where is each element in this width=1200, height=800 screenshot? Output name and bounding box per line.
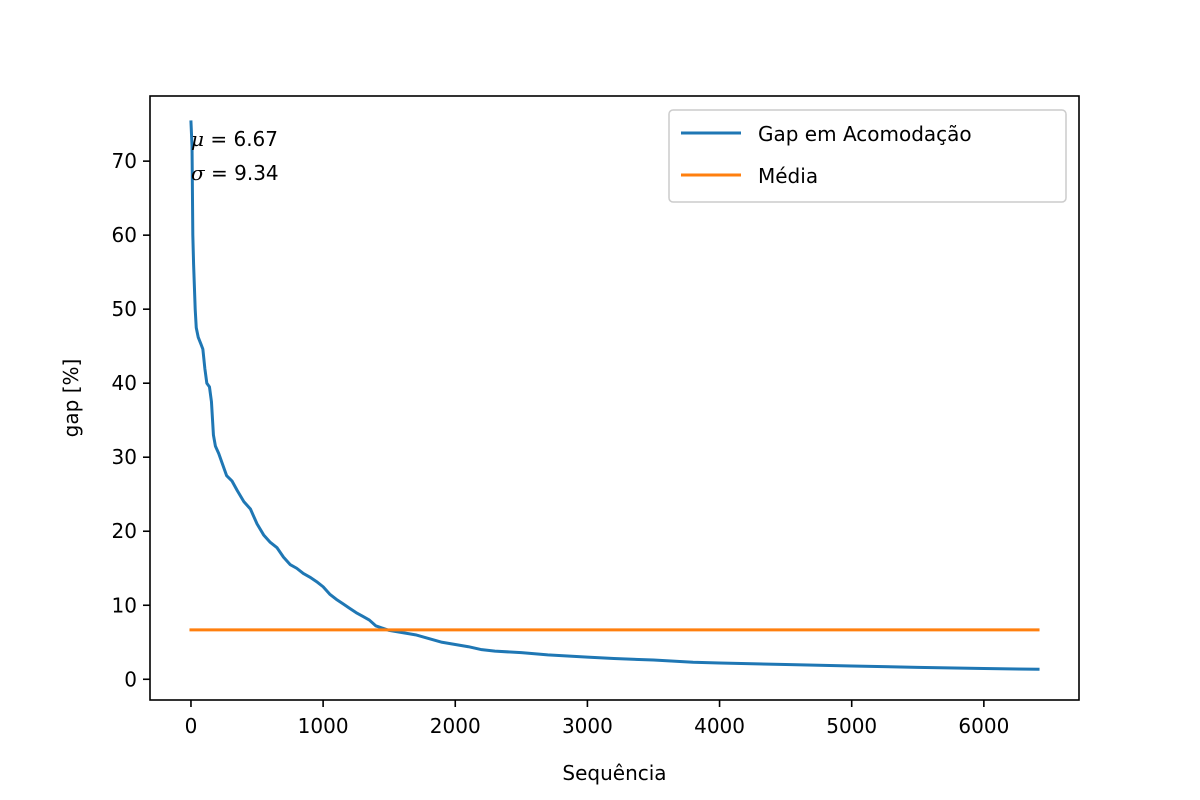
x-tick-label: 5000 [826,714,877,738]
sigma-symbol: σ [191,161,206,185]
y-tick-label: 40 [112,371,137,395]
sigma-value: = 9.34 [205,161,279,185]
y-tick-label: 60 [112,223,137,247]
y-tick-label: 20 [112,519,137,543]
x-tick-label: 1000 [298,714,349,738]
legend-label-gap: Gap em Acomodação [758,122,972,146]
plot-area [189,120,1040,671]
y-tick-label: 50 [112,297,137,321]
x-axis-label: Sequência [562,761,666,785]
sigma-annotation: σ = 9.34 [191,161,279,185]
y-tick-label: 70 [112,149,137,173]
legend-box [668,109,1067,203]
mu-symbol: μ [191,127,204,151]
x-tick-label: 4000 [694,714,745,738]
mu-value: = 6.67 [204,127,278,151]
legend: Gap em Acomodação Média [668,109,1067,203]
series-line-0 [189,120,1040,671]
legend-label-media: Média [758,164,818,188]
y-tick-label: 0 [124,667,137,691]
y-axis-label: gap [%] [59,359,83,438]
x-tick-label: 6000 [958,714,1009,738]
axes-frame [149,95,1080,701]
y-tick-label: 30 [112,445,137,469]
mu-annotation: μ = 6.67 [191,127,278,151]
x-tick-label: 2000 [430,714,481,738]
axis-ticks: 0 1000 2000 3000 4000 5000 6000 0 10 20 30 40 50 60 70 [112,149,1010,738]
y-tick-label: 10 [112,593,137,617]
x-tick-label: 0 [185,714,198,738]
x-tick-label: 3000 [562,714,613,738]
